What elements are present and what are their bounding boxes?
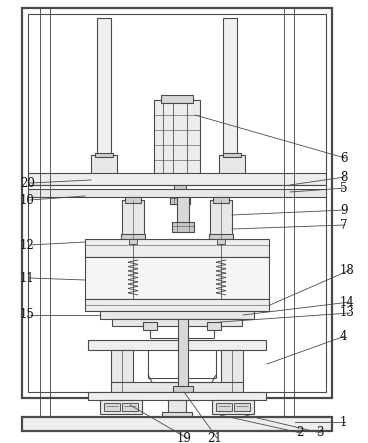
Text: 10: 10 bbox=[20, 194, 35, 206]
Bar bbox=[88, 340, 266, 350]
Bar bbox=[217, 239, 225, 244]
Text: 21: 21 bbox=[207, 431, 222, 443]
Bar bbox=[28, 173, 326, 185]
Bar bbox=[85, 239, 269, 257]
Bar bbox=[100, 400, 142, 414]
Bar bbox=[234, 403, 250, 411]
Text: 14: 14 bbox=[340, 295, 355, 308]
Bar bbox=[162, 412, 192, 417]
Bar bbox=[100, 311, 254, 319]
Bar bbox=[111, 382, 243, 392]
Bar bbox=[22, 417, 332, 431]
Bar bbox=[177, 197, 189, 229]
Text: 4: 4 bbox=[340, 330, 347, 342]
Text: 13: 13 bbox=[340, 307, 355, 319]
Bar bbox=[223, 18, 237, 168]
Bar bbox=[170, 194, 190, 204]
Bar bbox=[88, 392, 266, 400]
Bar bbox=[28, 189, 326, 197]
Bar bbox=[210, 200, 232, 236]
Text: 18: 18 bbox=[340, 264, 355, 276]
Text: 8: 8 bbox=[340, 171, 347, 183]
Text: 11: 11 bbox=[20, 272, 35, 284]
Text: 6: 6 bbox=[340, 152, 347, 164]
Text: 3: 3 bbox=[316, 427, 323, 439]
Bar bbox=[125, 197, 141, 203]
Bar bbox=[223, 153, 241, 157]
Bar bbox=[216, 403, 232, 411]
Bar bbox=[122, 403, 138, 411]
Text: 15: 15 bbox=[20, 308, 35, 322]
Bar bbox=[122, 200, 144, 236]
Bar bbox=[212, 400, 254, 414]
Text: 1: 1 bbox=[340, 416, 347, 428]
Bar bbox=[178, 319, 188, 389]
Bar bbox=[174, 178, 186, 198]
Bar bbox=[112, 319, 242, 326]
Bar bbox=[213, 197, 229, 203]
Bar bbox=[104, 403, 120, 411]
Bar bbox=[121, 234, 145, 239]
Bar bbox=[168, 400, 186, 414]
Bar bbox=[172, 222, 194, 232]
Text: 5: 5 bbox=[340, 182, 347, 194]
Bar bbox=[173, 386, 193, 392]
Text: 7: 7 bbox=[340, 218, 347, 232]
Bar bbox=[221, 350, 243, 386]
Bar bbox=[85, 257, 269, 299]
Text: 2: 2 bbox=[296, 427, 303, 439]
Text: 19: 19 bbox=[177, 431, 192, 443]
Bar bbox=[207, 322, 221, 330]
Bar bbox=[22, 8, 332, 398]
Text: 9: 9 bbox=[340, 203, 347, 217]
Bar bbox=[129, 239, 137, 244]
Bar bbox=[111, 350, 133, 386]
Bar bbox=[143, 322, 157, 330]
Text: 20: 20 bbox=[20, 176, 35, 190]
Bar bbox=[219, 155, 245, 177]
Bar bbox=[209, 234, 233, 239]
Bar bbox=[95, 153, 113, 157]
Bar bbox=[154, 100, 200, 178]
Bar bbox=[91, 155, 117, 177]
Bar bbox=[28, 14, 326, 392]
Bar bbox=[161, 95, 193, 103]
Bar bbox=[97, 18, 111, 168]
Text: 12: 12 bbox=[20, 238, 35, 252]
Bar bbox=[85, 299, 269, 311]
